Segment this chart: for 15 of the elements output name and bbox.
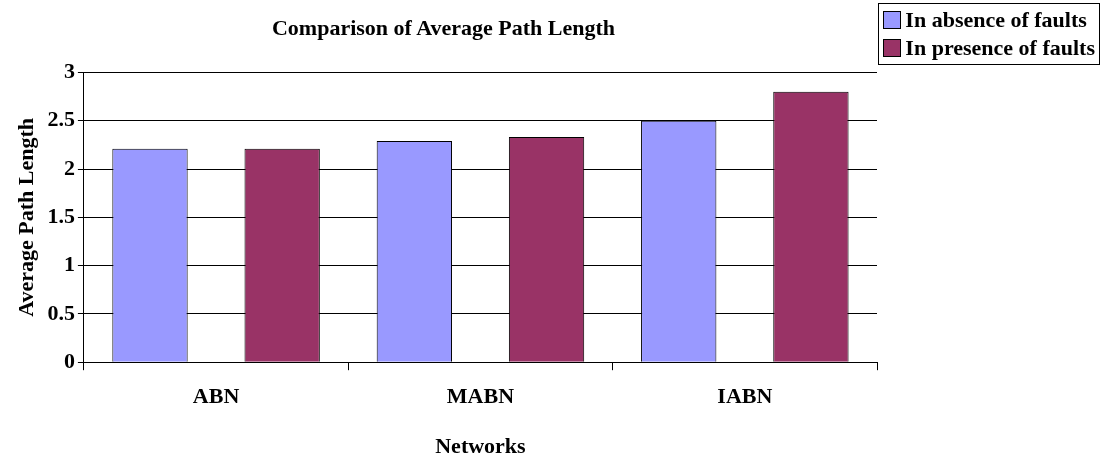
x-tick-label: IABN <box>717 383 773 409</box>
x-tick-label: ABN <box>192 383 240 409</box>
x-tick-label: MABN <box>446 383 515 409</box>
x-axis-title: Networks <box>435 433 527 459</box>
y-tick-label: 2.5 <box>47 106 75 132</box>
y-tick-label: 0.5 <box>47 299 75 325</box>
chart-title: Comparison of Average Path Length <box>271 14 616 40</box>
y-tick-label: 2 <box>63 154 75 180</box>
legend-label: In presence of faults <box>904 34 1095 62</box>
y-tick-label: 1.5 <box>47 202 75 228</box>
y-axis-title: Average Path Length <box>12 117 38 317</box>
y-tick-label: 0 <box>63 347 75 373</box>
y-tick-label: 3 <box>63 58 75 84</box>
legend-label: In absence of faults <box>904 6 1088 34</box>
y-tick-label: 1 <box>63 251 75 277</box>
